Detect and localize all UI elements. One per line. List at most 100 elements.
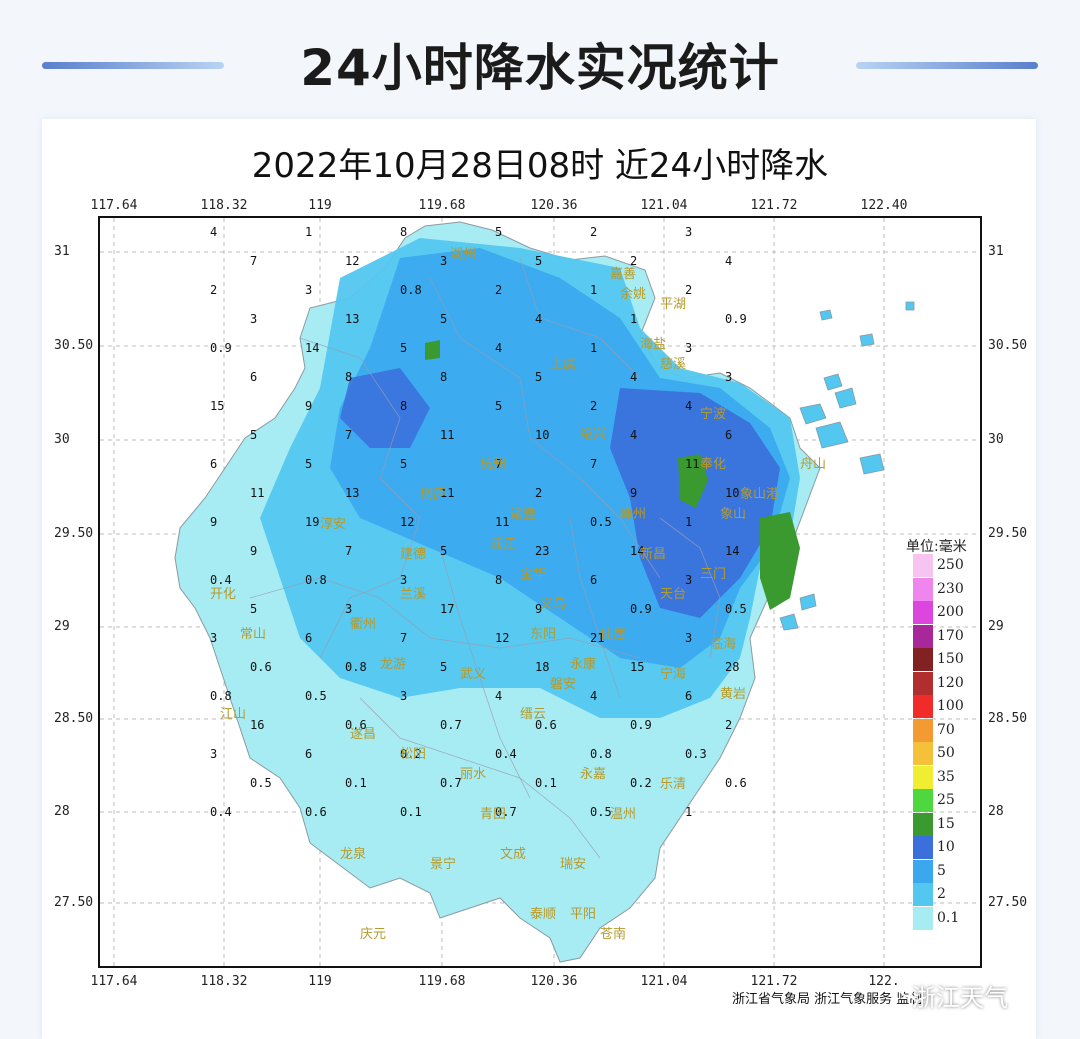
station-value: 0.5 — [305, 689, 327, 703]
city-label: 开化 — [210, 587, 236, 602]
station-value: 4 — [210, 225, 217, 239]
legend-swatch — [913, 836, 933, 859]
city-label: 松阳 — [400, 747, 426, 762]
lat-tick-left: 27.50 — [54, 895, 94, 910]
station-value: 7 — [345, 544, 352, 558]
station-value: 5 — [440, 312, 447, 326]
station-value: 28 — [725, 660, 739, 674]
station-value: 11 — [440, 428, 454, 442]
lat-tick-right: 28 — [988, 804, 1004, 819]
station-value: 0.8 — [590, 747, 612, 761]
lon-tick-bottom: 119 — [308, 974, 332, 989]
city-label: 常山 — [240, 627, 266, 642]
city-label: 海盐 — [640, 337, 666, 352]
city-label: 兰溪 — [400, 587, 426, 602]
city-label: 三门 — [700, 567, 726, 582]
station-value: 3 — [400, 573, 407, 587]
station-value: 2 — [210, 283, 217, 297]
islands — [779, 301, 915, 631]
lon-tick-bottom: 117.64 — [90, 974, 138, 989]
title-decoration-left — [42, 62, 224, 69]
city-label: 遂昌 — [350, 727, 376, 742]
legend-value: 70 — [937, 721, 955, 738]
legend-value: 150 — [937, 651, 964, 667]
station-value: 4 — [495, 341, 502, 355]
station-value: 3 — [210, 747, 217, 761]
station-value: 0.8 — [345, 660, 367, 674]
map-title: 2022年10月28日08时 近24小时降水 — [251, 146, 829, 186]
station-value: 0.6 — [250, 660, 272, 674]
station-value: 6 — [590, 573, 597, 587]
station-value: 11 — [685, 457, 699, 471]
lat-tick-left: 30.50 — [54, 338, 94, 353]
legend-item: 10 — [913, 836, 1003, 859]
station-value: 7 — [590, 457, 597, 471]
city-label: 永康 — [570, 656, 596, 672]
station-value: 5 — [400, 457, 407, 471]
legend-item: 250 — [913, 554, 1003, 577]
station-value: 2 — [535, 486, 542, 500]
lon-tick-bottom: 121.04 — [640, 974, 688, 989]
city-label: 天台 — [660, 587, 686, 602]
legend-value: 5 — [937, 862, 946, 879]
city-label: 奉化 — [700, 457, 726, 472]
station-value: 13 — [345, 486, 359, 500]
station-value: 11 — [440, 486, 454, 500]
legend-item: 120 — [913, 671, 1003, 695]
station-value: 4 — [590, 689, 597, 703]
legend-swatch — [913, 883, 933, 906]
legend-swatch — [913, 742, 933, 765]
station-value: 8 — [495, 573, 502, 587]
station-value: 3 — [440, 254, 447, 268]
rain-zone-15mm-north — [425, 340, 440, 360]
city-label: 余姚 — [620, 286, 646, 302]
legend-item: 150 — [913, 648, 1003, 671]
city-label: 苍南 — [600, 926, 626, 942]
city-label: 临海 — [710, 637, 736, 652]
station-value: 4 — [630, 428, 637, 442]
station-value: 1 — [685, 805, 692, 819]
rain-zone-15mm-east — [760, 512, 800, 610]
station-value: 5 — [440, 660, 447, 674]
station-value: 0.8 — [305, 573, 327, 587]
city-label: 慈溪 — [660, 357, 686, 372]
station-value: 0.2 — [630, 776, 652, 790]
city-label: 黄岩 — [720, 687, 746, 702]
station-value: 0.9 — [725, 312, 747, 326]
station-value: 6 — [685, 689, 692, 703]
city-label: 义乌 — [540, 596, 566, 612]
county-boundaries — [249, 257, 721, 859]
legend-swatch — [913, 601, 933, 624]
station-value: 0.4 — [495, 747, 517, 761]
station-value: 0.9 — [210, 341, 232, 355]
city-label: 诸暨 — [510, 507, 536, 522]
station-value: 6 — [210, 457, 217, 471]
station-value: 3 — [250, 312, 257, 326]
station-values: 4 1 8 5 2 37 12 3 5 2 42 3 0.8 2 1 23 13 5 4 1 0.90.9 14 5 4 1 36… — [210, 225, 747, 819]
station-value: 2 — [590, 399, 597, 413]
station-value: 12 — [495, 631, 509, 645]
title-decoration-right — [856, 62, 1038, 69]
station-value: 0.8 — [400, 283, 422, 297]
lon-tick-top: 122.40 — [860, 198, 908, 213]
legend-value: 200 — [937, 604, 964, 620]
legend-swatch — [913, 859, 933, 883]
lon-tick-top: 119.68 — [418, 198, 466, 213]
legend-value: 120 — [937, 674, 964, 691]
city-label: 龙泉 — [340, 846, 366, 862]
station-value: 0.6 — [535, 718, 557, 732]
station-value: 14 — [725, 544, 739, 558]
legend-value: 35 — [937, 768, 955, 785]
station-value: 10 — [535, 428, 549, 442]
station-value: 0.4 — [210, 805, 232, 819]
lon-tick-top: 118.32 — [200, 198, 248, 213]
legend-item: 170 — [913, 624, 1003, 648]
station-value: 2 — [725, 718, 732, 732]
wechat-icon — [899, 978, 930, 1002]
legend-swatch — [913, 554, 933, 577]
map-frame: 4 1 8 5 2 3 7 12 3 5 2 4 2 3 0.8 2 1 2 3 13 5 4 1 0.9 0.9 14 5 4 1 3 6… — [98, 216, 982, 968]
watermark: 浙江天气 — [912, 984, 1008, 1012]
station-value: 5 — [250, 602, 257, 616]
station-value: 1 — [685, 515, 692, 529]
